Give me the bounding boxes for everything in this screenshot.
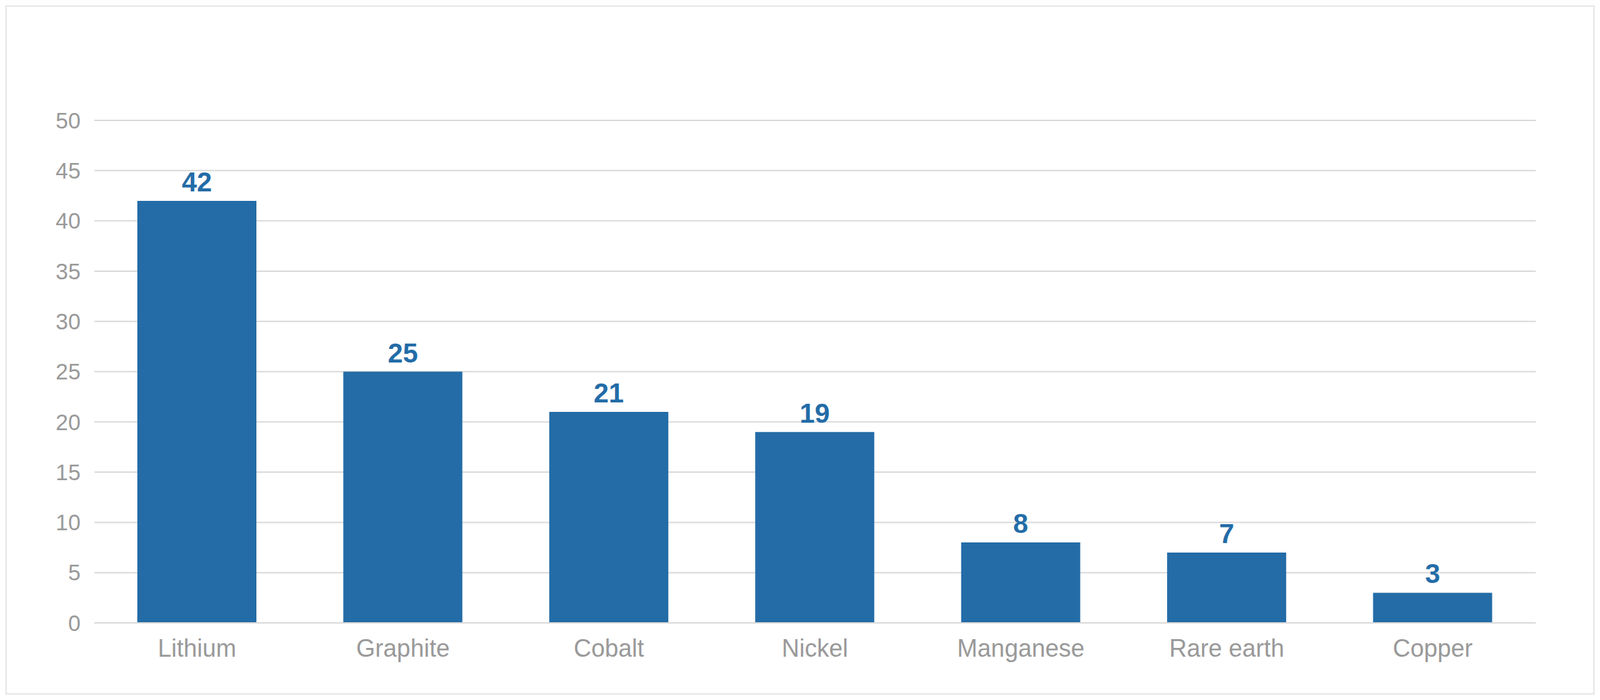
svg-text:25: 25	[55, 359, 81, 385]
svg-text:Nickel: Nickel	[781, 634, 848, 663]
svg-text:40: 40	[55, 208, 81, 234]
svg-text:Lithium: Lithium	[157, 634, 237, 663]
svg-text:35: 35	[55, 259, 81, 285]
svg-text:Rare earth: Rare earth	[1169, 634, 1285, 663]
svg-text:Graphite: Graphite	[356, 634, 450, 663]
svg-text:3: 3	[1424, 558, 1440, 589]
svg-text:0: 0	[68, 610, 81, 636]
svg-text:42: 42	[181, 167, 213, 197]
svg-text:20: 20	[55, 409, 81, 436]
svg-text:10: 10	[55, 510, 81, 536]
svg-text:30: 30	[55, 309, 81, 335]
svg-text:21: 21	[593, 378, 625, 408]
svg-text:5: 5	[68, 560, 81, 586]
svg-text:Copper: Copper	[1392, 634, 1473, 663]
svg-text:19: 19	[799, 398, 831, 429]
svg-text:15: 15	[55, 460, 81, 486]
svg-text:8: 8	[1013, 508, 1029, 539]
svg-text:45: 45	[55, 158, 81, 184]
svg-text:25: 25	[387, 338, 419, 369]
svg-text:50: 50	[55, 108, 81, 134]
svg-text:7: 7	[1219, 518, 1234, 549]
svg-text:Manganese: Manganese	[957, 634, 1085, 663]
svg-text:Cobalt: Cobalt	[573, 634, 645, 663]
